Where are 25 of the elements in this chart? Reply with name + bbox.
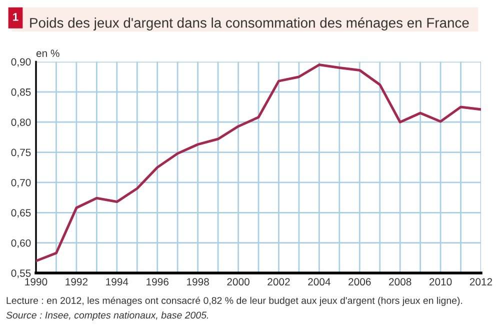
- y-tick-label: 0,80: [11, 118, 31, 128]
- x-tick-label: 2002: [268, 278, 290, 286]
- text: 1: [13, 13, 18, 21]
- x-tick-label: 2006: [348, 278, 371, 286]
- chart-title: Poids des jeux d'argent dans la consommation des ménages en France: [30, 17, 469, 31]
- x-tick-label: 2008: [389, 278, 412, 286]
- x-tick-label: 2000: [227, 278, 250, 286]
- x-tick-label: 1994: [106, 278, 128, 286]
- y-tick-label: 0,90: [11, 58, 31, 67]
- y-tick-label: 0,55: [11, 270, 31, 278]
- x-tick-label: 2012: [470, 278, 492, 286]
- y-tick-label: 0,85: [11, 88, 31, 98]
- x-tick-label: 1990: [25, 278, 48, 286]
- text: Lecture : en 2012, les ménages ont consacré 0,82 % de leur budget aux jeux d'argent (hors jeux en ligne).: [6, 296, 462, 306]
- x-tick-label: 2010: [429, 278, 452, 286]
- source-note: Source : Insee, comptes nationaux, base 2005.: [6, 311, 208, 321]
- x-tick-label: 1996: [146, 278, 168, 286]
- y-tick-label: 0,65: [11, 209, 31, 218]
- y-tick-label: 0,60: [11, 239, 31, 248]
- y-axis-title: en %: [36, 50, 60, 57]
- x-tick-label: 1998: [187, 278, 209, 286]
- y-tick-label: 0,75: [11, 148, 31, 158]
- x-tick-label: 1992: [66, 278, 88, 286]
- x-tick-label: 2004: [308, 278, 330, 286]
- y-tick-label: 0,70: [11, 178, 31, 188]
